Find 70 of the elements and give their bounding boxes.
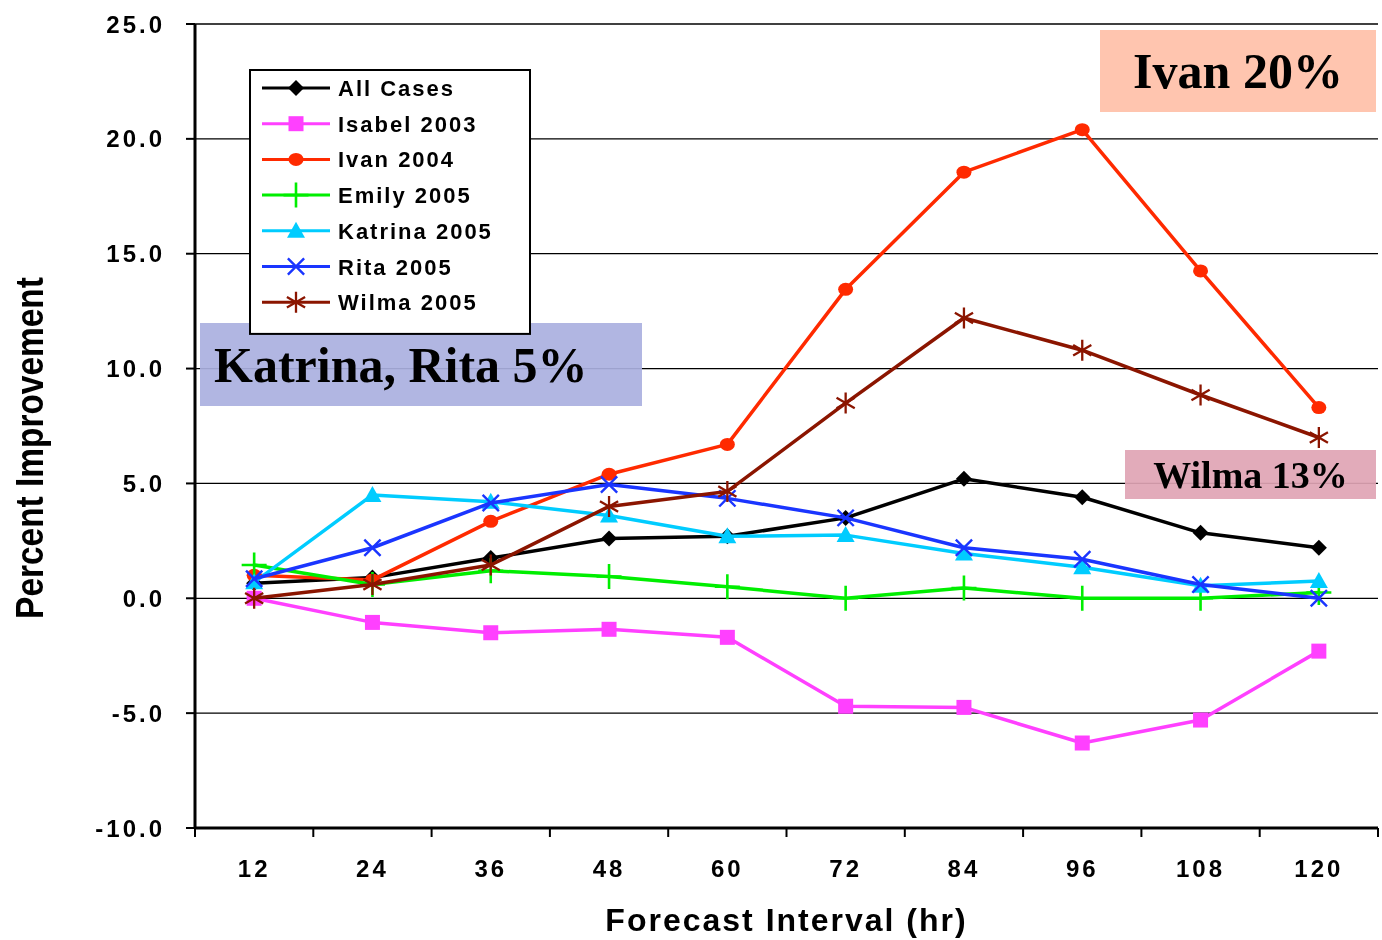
legend-label: Wilma 2005 bbox=[338, 289, 478, 315]
point bbox=[1074, 735, 1090, 751]
x-tick-label: 84 bbox=[947, 854, 981, 882]
point bbox=[714, 574, 740, 600]
y-tick-label: 0.0 bbox=[122, 584, 165, 612]
point bbox=[1193, 264, 1209, 278]
point bbox=[1311, 643, 1327, 659]
point bbox=[838, 698, 854, 714]
point bbox=[954, 538, 973, 557]
point bbox=[1190, 384, 1211, 406]
point bbox=[955, 470, 972, 487]
point bbox=[838, 282, 854, 296]
point bbox=[483, 514, 499, 528]
annotation: Ivan 20% bbox=[1133, 43, 1343, 99]
point bbox=[954, 307, 974, 329]
x-tick-label: 60 bbox=[711, 854, 744, 882]
point bbox=[601, 621, 617, 637]
y-axis-title: Percent Improvement bbox=[8, 277, 52, 619]
legend-label: Ivan 2004 bbox=[338, 146, 456, 172]
point bbox=[596, 563, 622, 589]
point bbox=[836, 526, 855, 543]
point bbox=[601, 530, 618, 547]
y-tick-label: -10.0 bbox=[95, 814, 165, 842]
x-tick-label: 36 bbox=[474, 854, 508, 882]
x-tick-label: 48 bbox=[592, 854, 626, 882]
point bbox=[1074, 123, 1090, 137]
x-tick-label: 96 bbox=[1065, 854, 1099, 882]
point bbox=[1193, 712, 1209, 728]
x-tick-label: 72 bbox=[829, 854, 862, 882]
legend-label: Katrina 2005 bbox=[338, 218, 493, 244]
point bbox=[956, 165, 972, 179]
point bbox=[1311, 401, 1327, 415]
point bbox=[245, 569, 264, 588]
point bbox=[719, 437, 735, 451]
legend-label: Emily 2005 bbox=[338, 182, 472, 208]
x-axis-title: Forecast Interval (hr) bbox=[605, 902, 968, 938]
point bbox=[833, 585, 859, 611]
point bbox=[719, 629, 735, 645]
x-tick-label: 24 bbox=[356, 854, 389, 882]
y-tick-label: 20.0 bbox=[106, 125, 165, 153]
y-tick-label: 15.0 bbox=[106, 240, 165, 268]
point bbox=[717, 480, 738, 502]
point bbox=[1310, 539, 1327, 556]
legend-label: All Cases bbox=[338, 75, 456, 101]
legend-label: Rita 2005 bbox=[338, 254, 453, 279]
x-tick-label: 120 bbox=[1294, 854, 1344, 882]
y-tick-label: 5.0 bbox=[122, 469, 165, 497]
point bbox=[1309, 572, 1328, 589]
point bbox=[956, 699, 972, 715]
point bbox=[1072, 339, 1092, 361]
point bbox=[363, 485, 382, 502]
point bbox=[835, 392, 856, 414]
x-tick-label: 108 bbox=[1176, 854, 1226, 882]
point bbox=[1309, 426, 1329, 448]
point bbox=[364, 614, 380, 630]
annotation: Wilma 13% bbox=[1153, 453, 1348, 496]
legend-label: Isabel 2003 bbox=[338, 111, 478, 137]
y-tick-label: -5.0 bbox=[111, 699, 165, 727]
point bbox=[1309, 589, 1328, 608]
point bbox=[1074, 489, 1091, 506]
point bbox=[1073, 550, 1092, 569]
point bbox=[483, 625, 499, 641]
annotation: Katrina, Rita 5% bbox=[214, 336, 588, 393]
point bbox=[600, 475, 619, 494]
point bbox=[1192, 524, 1209, 541]
y-tick-label: 25.0 bbox=[106, 10, 165, 38]
x-tick-label: 12 bbox=[237, 854, 271, 882]
point bbox=[481, 554, 501, 576]
y-tick-label: 10.0 bbox=[106, 355, 165, 383]
point bbox=[599, 495, 619, 517]
